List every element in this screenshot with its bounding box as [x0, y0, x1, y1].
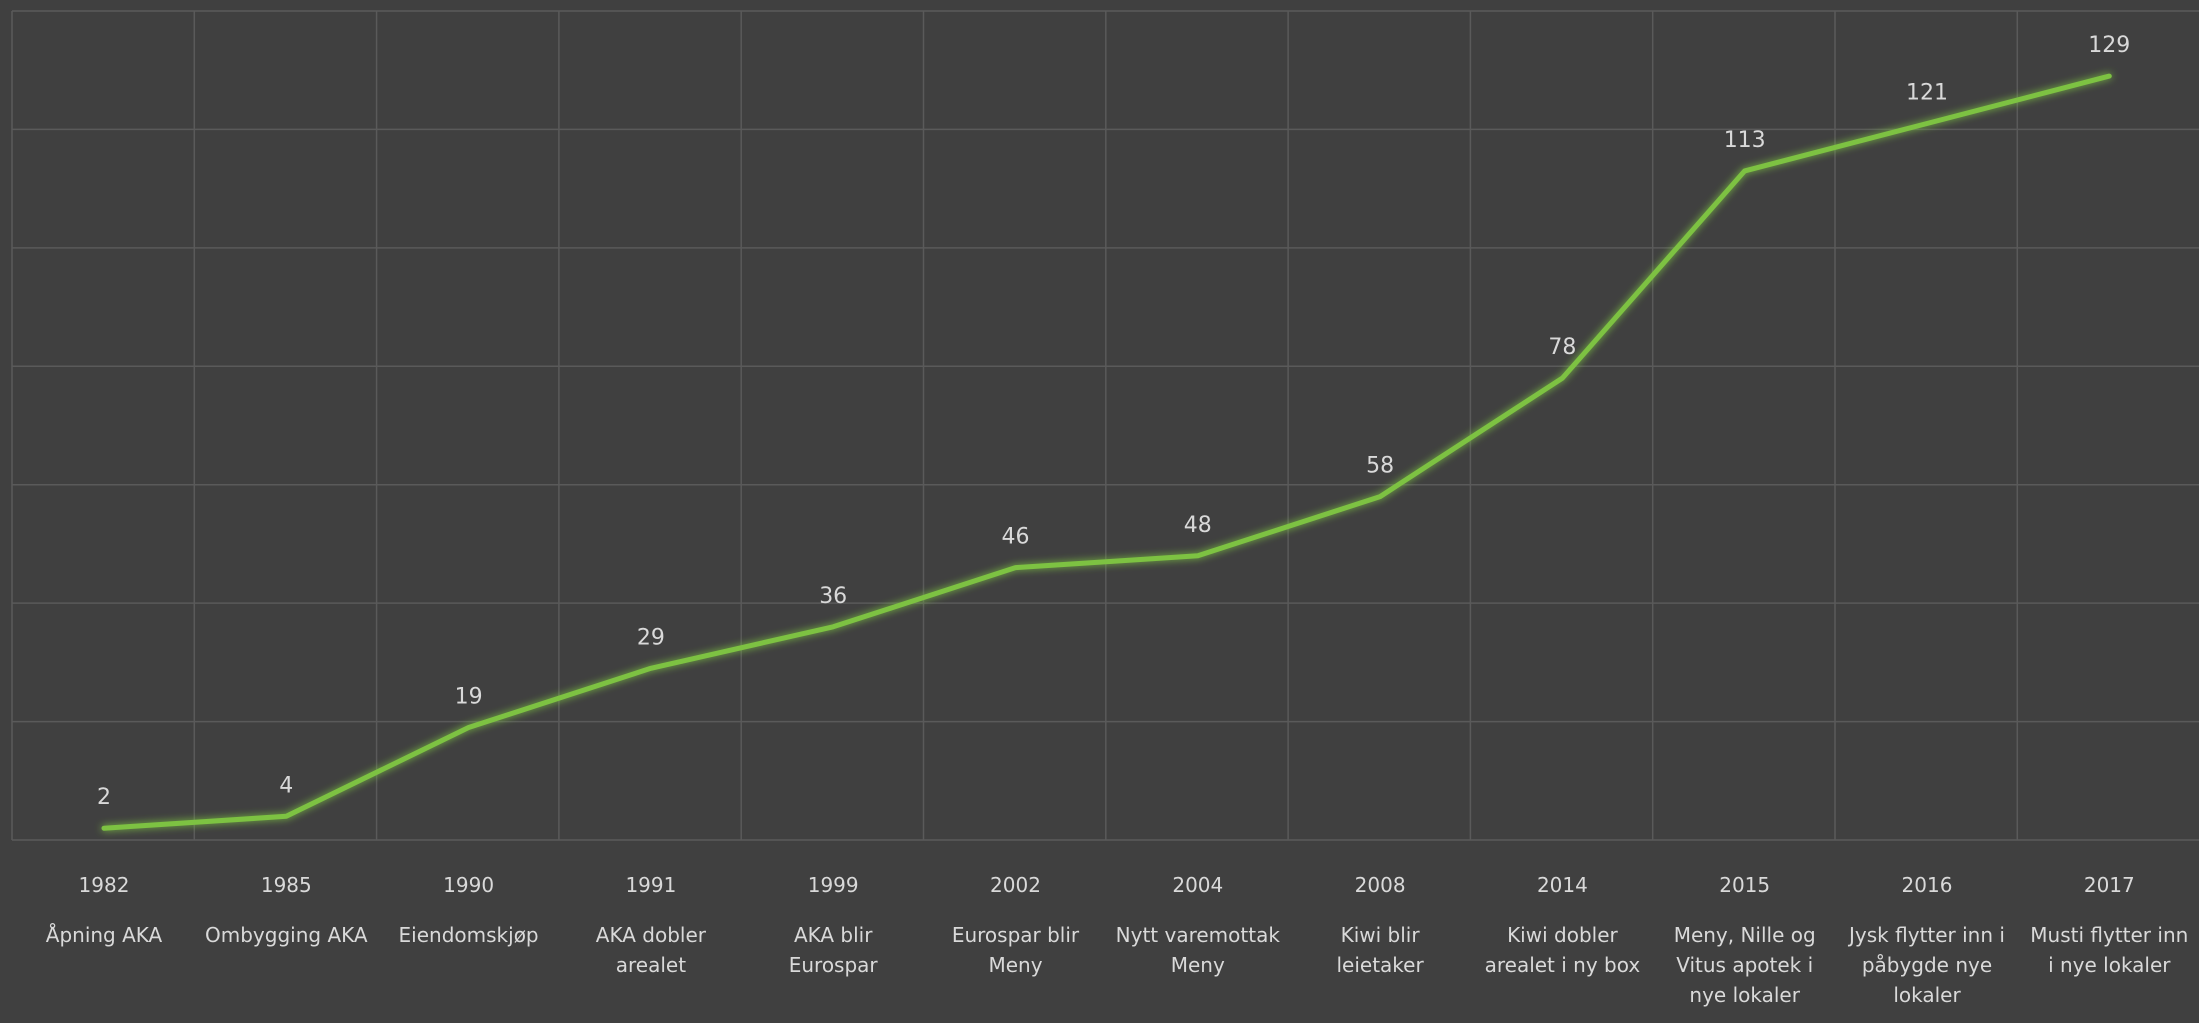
data-point: [1560, 376, 1565, 381]
x-tick-label: 2004: [1172, 873, 1223, 897]
data-label: 121: [1906, 81, 1948, 106]
event-label-line: nye lokaler: [1689, 983, 1800, 1007]
data-point: [1195, 553, 1200, 558]
event-label-line: Meny: [1171, 953, 1225, 977]
data-point: [1013, 565, 1018, 570]
data-point: [2107, 74, 2112, 79]
data-point: [831, 624, 836, 629]
data-point: [102, 826, 106, 831]
x-tick-label: 2014: [1537, 873, 1588, 897]
data-label: 78: [1548, 335, 1576, 360]
event-label-line: Kiwi blir: [1341, 923, 1421, 947]
x-axis: 1982 Åpning AKA 1985 Ombygging AKA 1990 Eiend…: [46, 873, 2189, 1007]
x-tick-label: 2016: [1902, 873, 1953, 897]
event-label: Ombygging AKA: [205, 923, 368, 947]
x-tick-label: 1999: [808, 873, 859, 897]
event-label-line: arealet i ny box: [1485, 953, 1641, 977]
event-label-line: AKA blir: [794, 923, 873, 947]
event-label: Musti flytter inn i nye lokaler: [2030, 923, 2188, 977]
event-label-line: Meny, Nille og: [1674, 923, 1816, 947]
data-label: 36: [819, 584, 847, 609]
event-label: Eiendomskjøp: [399, 923, 539, 947]
event-label-line: påbygde nye: [1862, 953, 1992, 977]
event-label-line: Eurospar blir: [952, 923, 1080, 947]
event-label: Kiwi blir leietaker: [1336, 923, 1424, 977]
event-label: Åpning AKA: [46, 923, 163, 947]
data-label: 48: [1184, 513, 1212, 538]
data-label: 58: [1366, 454, 1394, 479]
grid: [11, 10, 2199, 841]
event-label-line: Eiendomskjøp: [399, 923, 539, 947]
event-label: Jysk flytter inn i påbygde nye lokaler: [1847, 923, 2005, 1007]
event-label-line: leietaker: [1336, 953, 1424, 977]
event-label-line: arealet: [616, 953, 686, 977]
event-label-line: Musti flytter inn: [2030, 923, 2188, 947]
event-label-line: Eurospar: [789, 953, 879, 977]
event-label-line: Meny: [988, 953, 1042, 977]
data-labels: 2 4 19 29 36 46 48 58 78 113 121 129: [97, 33, 2130, 810]
event-label-line: Åpning AKA: [46, 923, 163, 947]
x-tick-label: 2017: [2084, 873, 2135, 897]
data-point: [284, 814, 289, 819]
event-label-line: Vitus apotek i: [1676, 953, 1813, 977]
x-tick-label: 1991: [625, 873, 676, 897]
series-line-group: [101, 73, 2112, 831]
event-label-line: lokaler: [1893, 983, 1961, 1007]
event-label-line: Ombygging AKA: [205, 923, 368, 947]
x-tick-label: 1985: [261, 873, 312, 897]
event-label-line: Jysk flytter inn i: [1847, 923, 2005, 947]
x-tick-label: 1982: [79, 873, 130, 897]
event-label-line: AKA dobler: [596, 923, 707, 947]
event-label: AKA dobler arealet: [596, 923, 707, 977]
x-tick-label: 1990: [443, 873, 494, 897]
event-label: AKA blir Eurospar: [789, 923, 879, 977]
event-label-line: Kiwi dobler: [1507, 923, 1618, 947]
x-tick-label: 2015: [1719, 873, 1770, 897]
event-label: Nytt varemottak Meny: [1116, 923, 1281, 977]
data-point: [1742, 168, 1747, 173]
event-label-line: Nytt varemottak: [1116, 923, 1281, 947]
x-tick-label: 2008: [1355, 873, 1406, 897]
event-label: Kiwi dobler arealet i ny box: [1485, 923, 1641, 977]
data-point: [1925, 121, 1929, 126]
event-label-line: i nye lokaler: [2048, 953, 2171, 977]
data-label: 4: [279, 773, 293, 798]
series-line: [101, 73, 2112, 831]
data-point: [1378, 494, 1383, 499]
data-point: [466, 725, 471, 730]
data-label: 2: [97, 785, 111, 810]
x-tick-label: 2002: [990, 873, 1041, 897]
data-label: 29: [637, 625, 665, 650]
data-label: 19: [455, 684, 483, 709]
event-label: Meny, Nille og Vitus apotek i nye lokaler: [1674, 923, 1816, 1007]
data-points: [102, 74, 2112, 831]
data-label: 46: [1002, 525, 1030, 550]
data-point: [648, 666, 653, 671]
data-label: 113: [1724, 128, 1766, 153]
event-label: Eurospar blir Meny: [952, 923, 1080, 977]
data-label: 129: [2088, 33, 2130, 58]
